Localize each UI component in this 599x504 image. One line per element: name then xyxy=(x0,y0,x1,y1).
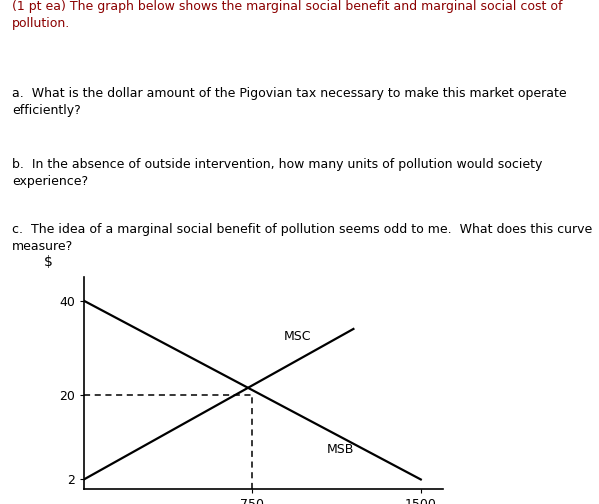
Text: $: $ xyxy=(44,255,52,269)
Text: b.  In the absence of outside intervention, how many units of pollution would so: b. In the absence of outside interventio… xyxy=(12,158,542,188)
Text: c.  The idea of a marginal social benefit of pollution seems odd to me.  What do: c. The idea of a marginal social benefit… xyxy=(12,223,592,253)
Text: MSC: MSC xyxy=(284,330,311,343)
Text: (1 pt ea) The graph below shows the marginal social benefit and marginal social : (1 pt ea) The graph below shows the marg… xyxy=(12,0,562,30)
Text: a.  What is the dollar amount of the Pigovian tax necessary to make this market : a. What is the dollar amount of the Pigo… xyxy=(12,87,567,117)
Text: MSB: MSB xyxy=(326,443,354,456)
